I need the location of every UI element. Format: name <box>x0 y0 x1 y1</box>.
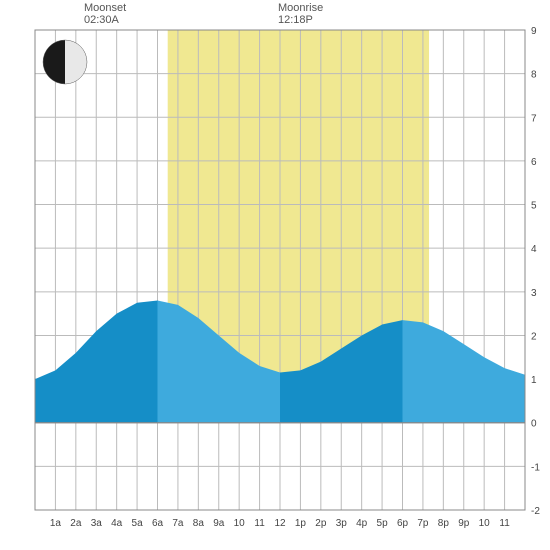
x-tick-label: 3p <box>336 518 348 529</box>
x-tick-label: 9a <box>213 518 225 529</box>
y-tick-label: -1 <box>531 462 540 473</box>
y-tick-label: 7 <box>531 113 537 124</box>
x-tick-label: 10 <box>234 518 246 529</box>
y-tick-label: 4 <box>531 244 537 255</box>
moonset-time: 02:30A <box>84 14 126 26</box>
x-tick-label: 11 <box>254 518 265 529</box>
x-tick-label: 5p <box>377 518 389 529</box>
moonset-title: Moonset <box>84 2 126 14</box>
x-tick-label: 12 <box>274 518 286 529</box>
x-tick-label: 1p <box>295 518 307 529</box>
x-tick-label: 9p <box>458 518 470 529</box>
x-tick-label: 4a <box>111 518 123 529</box>
x-tick-label: 7p <box>417 518 429 529</box>
y-tick-label: 2 <box>531 331 537 342</box>
moonrise-time: 12:18P <box>278 14 323 26</box>
x-tick-label: 10 <box>479 518 491 529</box>
x-tick-label: 8a <box>193 518 205 529</box>
x-tick-label: 7a <box>172 518 184 529</box>
moon-phase-icon <box>43 40 87 84</box>
moonrise-title: Moonrise <box>278 2 323 14</box>
y-tick-label: 6 <box>531 157 537 168</box>
x-tick-label: 8p <box>438 518 450 529</box>
tide-chart: 1a2a3a4a5a6a7a8a9a1011121p2p3p4p5p6p7p8p… <box>0 0 550 550</box>
moonrise-label: Moonrise 12:18P <box>278 2 323 26</box>
y-tick-label: 5 <box>531 201 537 212</box>
x-tick-label: 2p <box>315 518 327 529</box>
y-tick-label: 3 <box>531 288 537 299</box>
x-tick-label: 5a <box>132 518 144 529</box>
x-tick-label: 3a <box>91 518 103 529</box>
x-tick-label: 6a <box>152 518 164 529</box>
y-tick-label: 9 <box>531 26 537 37</box>
x-tick-label: 6p <box>397 518 409 529</box>
x-tick-label: 2a <box>70 518 82 529</box>
x-tick-label: 1a <box>50 518 62 529</box>
y-tick-label: -2 <box>531 506 540 517</box>
x-tick-label: 11 <box>499 518 510 529</box>
y-tick-label: 1 <box>531 375 537 386</box>
x-tick-label: 4p <box>356 518 368 529</box>
y-tick-label: 0 <box>531 419 537 430</box>
moonset-label: Moonset 02:30A <box>84 2 126 26</box>
y-tick-label: 8 <box>531 70 537 81</box>
